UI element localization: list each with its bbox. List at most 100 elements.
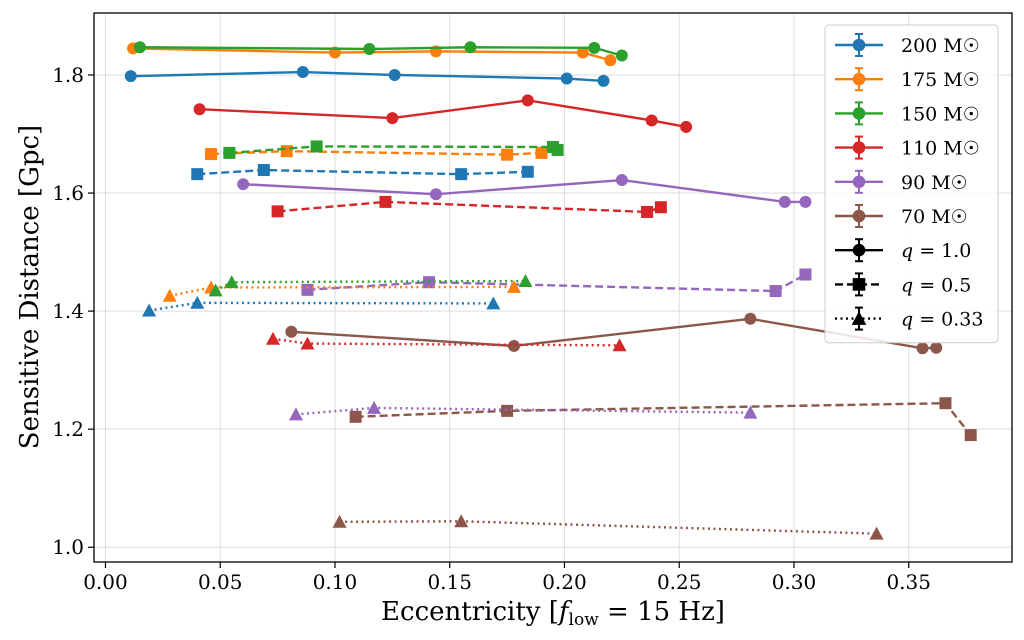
data-point xyxy=(680,120,693,133)
data-point xyxy=(799,195,812,208)
legend-entry: 90 M☉ xyxy=(835,169,968,194)
y-axis-ticks: 1.0 1.2 1.4 1.6 1.8 xyxy=(52,63,94,559)
legend-marker xyxy=(852,209,866,223)
data-point xyxy=(205,148,218,161)
y-tick-label: 1.6 xyxy=(52,181,84,205)
data-point xyxy=(535,146,548,159)
data-point xyxy=(366,400,381,414)
legend-marker xyxy=(852,38,866,52)
data-point xyxy=(271,205,284,218)
data-series xyxy=(271,195,667,218)
data-point xyxy=(301,283,314,296)
x-axis-ticks: 0.00 0.05 0.10 0.15 0.20 0.25 0.30 0.35 xyxy=(83,562,931,594)
data-point xyxy=(501,148,514,161)
data-point xyxy=(285,325,298,338)
data-point xyxy=(300,336,315,350)
x-tick-label: 0.25 xyxy=(657,570,702,594)
data-point xyxy=(743,405,758,419)
x-axis-title: Eccentricity [flow = 15 Hz] xyxy=(381,597,725,630)
legend-marker xyxy=(851,311,867,325)
x-axis-title-main: Eccentricity [ xyxy=(381,597,559,627)
data-point xyxy=(654,201,667,214)
x-tick-label: 0.30 xyxy=(772,570,817,594)
data-series xyxy=(133,41,628,62)
data-point xyxy=(208,283,223,297)
legend-marker xyxy=(852,175,866,189)
data-series xyxy=(208,274,533,297)
data-point xyxy=(869,526,884,540)
data-point xyxy=(778,195,791,208)
data-point xyxy=(455,168,468,181)
data-series xyxy=(124,66,610,87)
legend-marker xyxy=(852,243,866,257)
data-point xyxy=(930,341,943,354)
legend-label: 70 M☉ xyxy=(901,206,968,228)
data-point xyxy=(224,275,239,289)
x-tick-label: 0.35 xyxy=(886,570,931,594)
legend-label: q = 1.0 xyxy=(901,240,971,262)
y-tick-label: 1.8 xyxy=(52,63,84,87)
y-axis-title: Sensitive Distance [Gpc] xyxy=(15,125,45,449)
legend-entry: q = 0.33 xyxy=(835,306,983,331)
data-point xyxy=(916,342,929,355)
x-tick-label: 0.20 xyxy=(542,570,587,594)
data-point xyxy=(799,268,812,281)
data-point xyxy=(310,140,323,153)
data-point xyxy=(349,410,362,423)
x-axis-title-rest: = 15 Hz] xyxy=(599,597,725,627)
data-point xyxy=(266,331,281,345)
legend-entry: q = 0.5 xyxy=(835,272,971,297)
data-series xyxy=(223,140,564,159)
legend-entry: 200 M☉ xyxy=(835,33,980,57)
data-point xyxy=(506,279,521,293)
data-point xyxy=(501,404,514,417)
y-tick-label: 1.4 xyxy=(52,299,84,323)
data-point xyxy=(615,174,628,187)
legend-marker xyxy=(852,141,866,154)
legend-label: 90 M☉ xyxy=(901,172,968,194)
legend-marker xyxy=(852,278,866,291)
legend-entry: 70 M☉ xyxy=(835,204,968,228)
legend-label: 110 M☉ xyxy=(901,138,980,160)
x-tick-label: 0.00 xyxy=(83,570,128,594)
legend-marker xyxy=(852,72,866,86)
data-point xyxy=(363,43,376,56)
data-point xyxy=(597,74,610,87)
legend-label: 200 M☉ xyxy=(901,35,980,57)
x-tick-label: 0.05 xyxy=(198,570,243,594)
data-point xyxy=(521,165,534,178)
legend-label: q = 0.5 xyxy=(901,274,971,296)
legend-label: q = 0.33 xyxy=(901,309,983,331)
data-series xyxy=(288,400,758,421)
data-point xyxy=(237,178,250,191)
y-tick-label: 1.2 xyxy=(52,417,84,441)
data-point xyxy=(551,143,564,156)
data-point xyxy=(386,112,399,125)
data-point xyxy=(162,288,177,302)
data-series xyxy=(193,94,693,133)
data-point xyxy=(388,68,401,81)
x-tick-label: 0.15 xyxy=(427,570,472,594)
legend-label: 150 M☉ xyxy=(901,103,980,125)
data-point xyxy=(576,46,589,59)
legend-label-value: = 0.33 xyxy=(913,309,983,331)
series-line xyxy=(277,200,662,214)
data-point xyxy=(191,168,204,181)
data-point xyxy=(939,397,952,410)
data-point xyxy=(133,41,146,54)
data-series xyxy=(237,174,812,208)
legend-entry: 110 M☉ xyxy=(835,135,980,160)
data-point xyxy=(964,429,977,442)
data-point xyxy=(464,41,477,54)
data-point xyxy=(612,338,627,352)
x-tick-label: 0.10 xyxy=(313,570,358,594)
legend-label-value: = 1.0 xyxy=(913,240,971,262)
data-series xyxy=(332,514,884,540)
data-point xyxy=(379,195,392,208)
legend-marker xyxy=(852,107,866,120)
data-point xyxy=(560,72,573,85)
legend-entry: q = 1.0 xyxy=(835,238,971,263)
data-point xyxy=(769,285,782,298)
series-layer xyxy=(124,41,977,540)
